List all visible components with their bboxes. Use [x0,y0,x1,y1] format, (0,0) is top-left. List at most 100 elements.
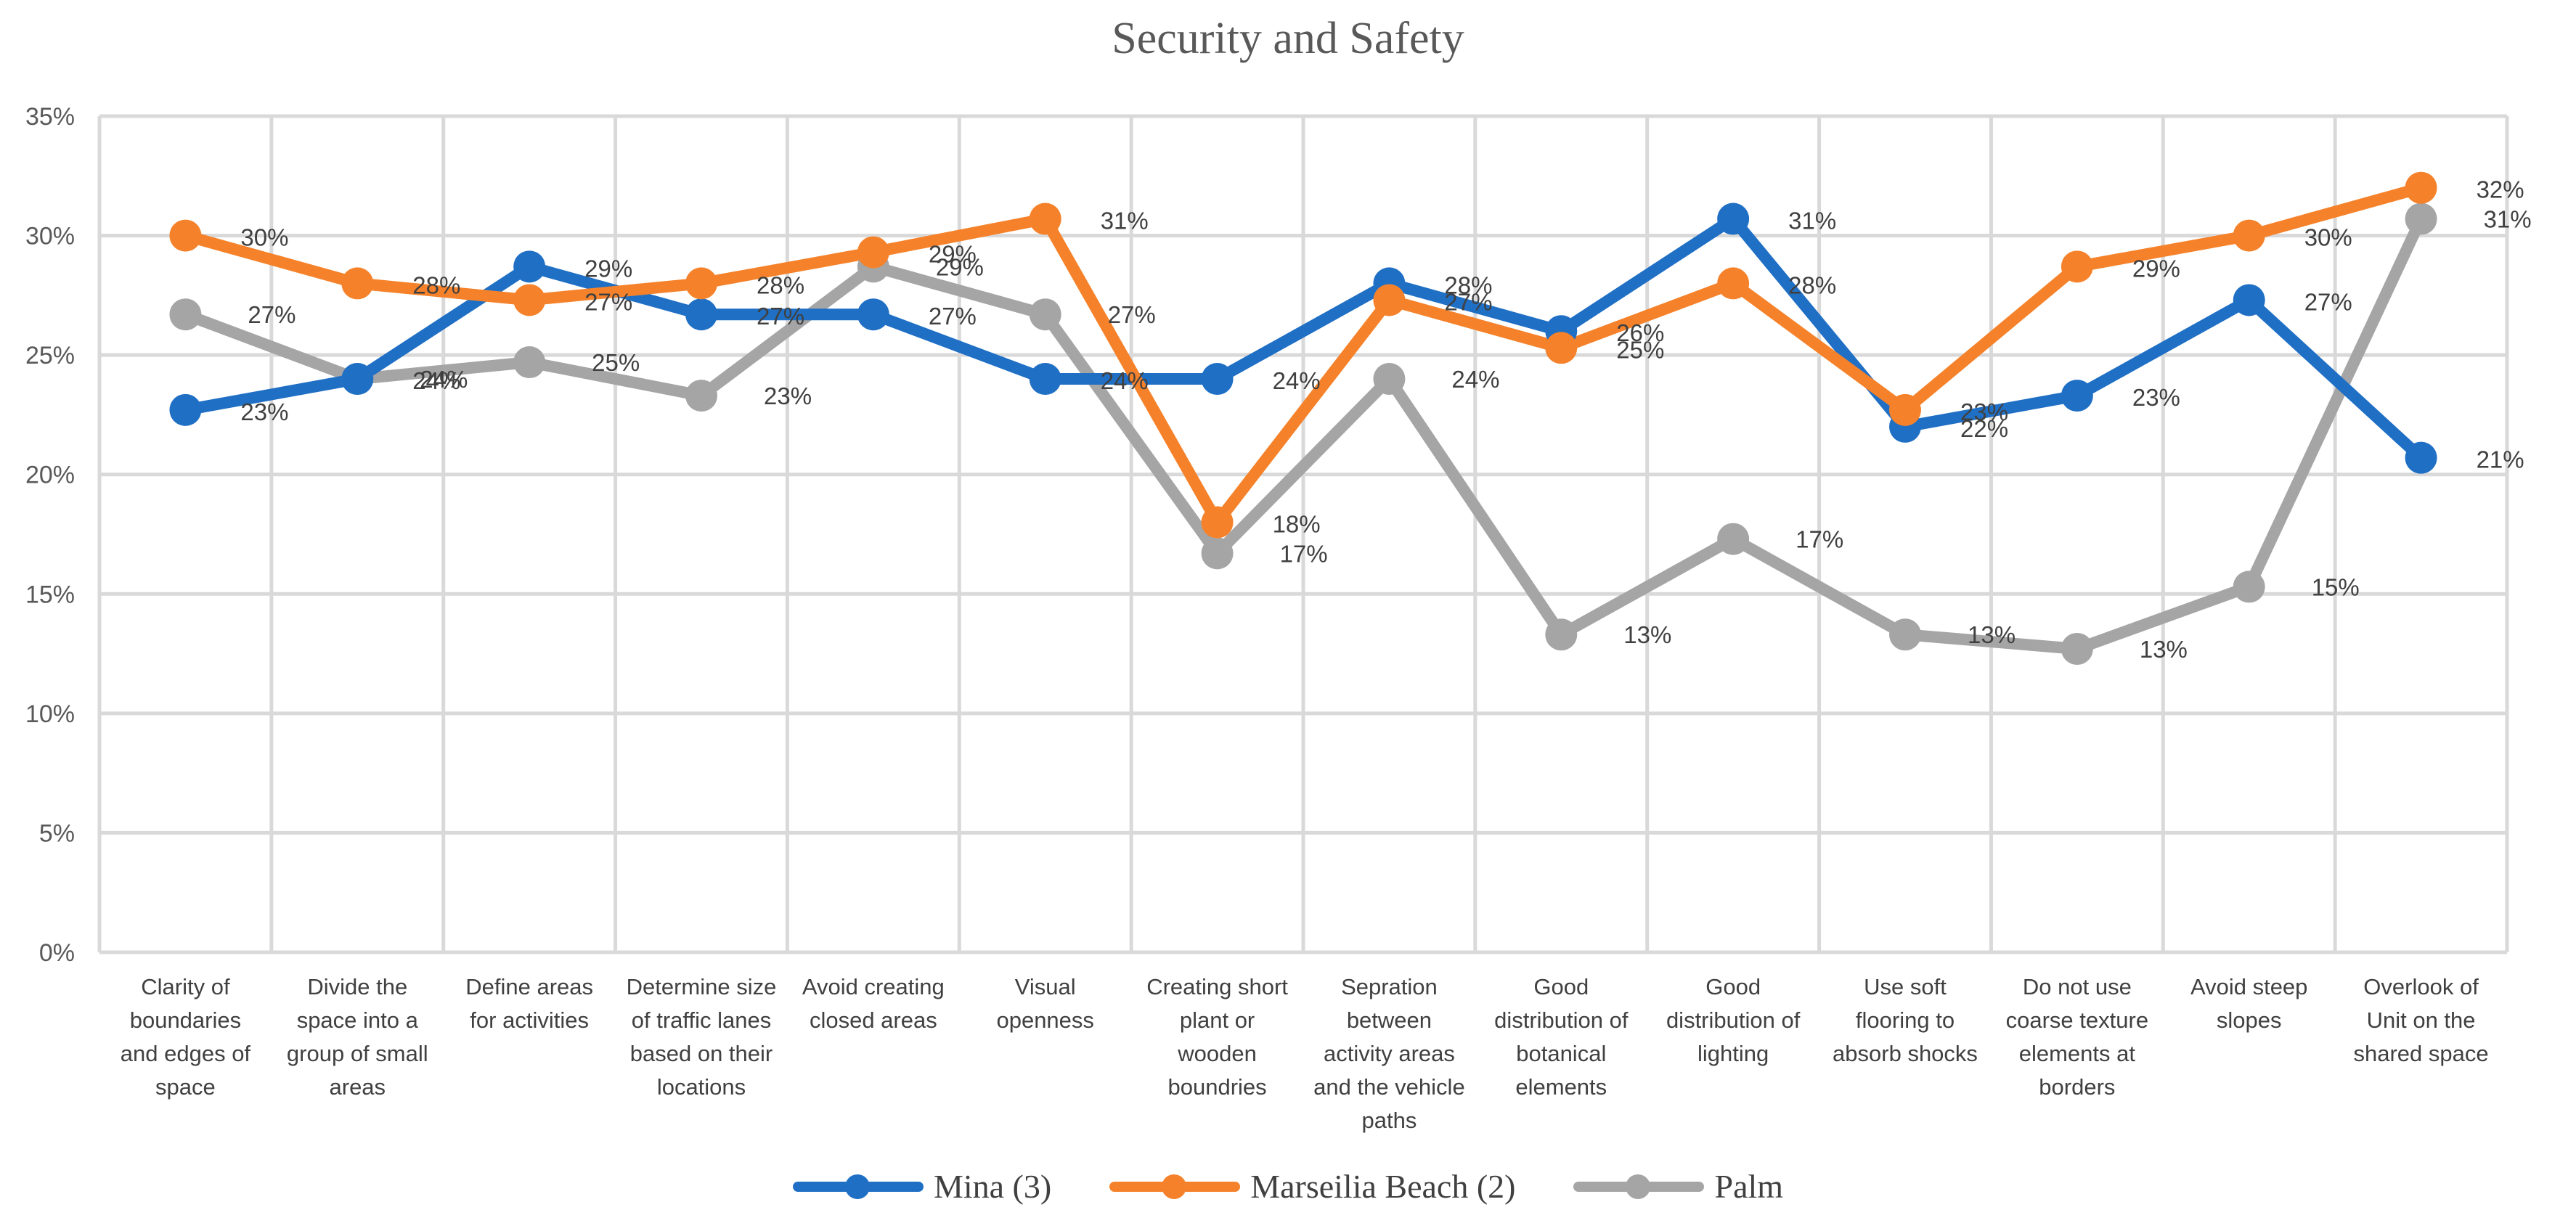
x-category-label-line: paths [1361,1108,1417,1133]
x-category-label: Use soft flooring to absorb shocks [1819,970,1991,1071]
x-category-label-line: slopes [2216,1007,2282,1033]
data-label: 27% [584,288,632,315]
x-category-label-line: absorb shocks [1833,1041,1978,1066]
data-point[interactable] [1545,618,1578,651]
data-point[interactable] [1889,393,1921,426]
data-label: 25% [592,349,640,376]
data-label: 24% [1451,366,1499,393]
data-label: 31% [1101,208,1149,234]
data-point[interactable] [1717,267,1750,300]
x-category-label-line: Clarity of [141,974,230,999]
data-label: 31% [2484,206,2532,233]
x-category-label-line: borders [2039,1074,2116,1100]
data-point[interactable] [2405,171,2437,204]
data-label: 29% [936,253,984,280]
x-category-label-line: of traffic lanes [631,1007,772,1033]
data-label: 23% [2132,384,2180,411]
x-category-label: Divide the space into a group of small area… [272,970,443,1104]
data-label: 29% [2132,255,2180,282]
x-category-label-line: lighting [1697,1041,1769,1066]
x-category-label-line: and edges of [120,1041,251,1066]
data-point[interactable] [2233,219,2265,252]
y-tick-label: 20% [25,462,75,489]
data-point[interactable] [169,298,202,331]
x-category-label: Clarity of boundaries and edges of space [99,970,271,1104]
data-point[interactable] [1373,284,1406,316]
data-point[interactable] [1717,203,1750,235]
data-point[interactable] [513,250,546,283]
legend-label: Marseilia Beach (2) [1250,1168,1516,1205]
data-point[interactable] [685,380,717,412]
data-label: 13% [1968,621,2015,648]
series-line-0 [179,213,2427,464]
x-category-label-line: Define areas [465,974,594,999]
x-category-label-line: shared space [2353,1041,2489,1066]
x-category-label-line: Good [1533,974,1589,999]
data-point[interactable] [685,298,717,331]
data-point[interactable] [341,267,374,300]
data-label: 24% [1273,367,1321,394]
data-point[interactable] [169,219,202,252]
x-category-label-line: group of small [286,1041,428,1066]
data-point[interactable] [1889,618,1921,651]
x-category-label-line: based on their [629,1041,773,1066]
data-point[interactable] [857,236,889,269]
x-category-label-line: boundaries [129,1007,242,1033]
series-line-2 [179,213,2427,655]
data-point[interactable] [2233,284,2265,316]
data-point[interactable] [169,393,202,426]
legend-item[interactable]: Marseilia Beach (2) [1109,1167,1515,1206]
data-point[interactable] [857,298,889,331]
data-label: 22% [1960,415,2008,442]
data-point[interactable] [341,363,374,396]
data-point[interactable] [513,284,546,316]
data-label: 27% [929,303,977,330]
data-point[interactable] [513,346,546,379]
x-category-label-line: plant or [1179,1007,1255,1033]
legend-item[interactable]: Mina (3) [792,1167,1052,1206]
y-tick-label: 35% [25,103,75,131]
data-point[interactable] [1373,363,1406,396]
data-label: 30% [240,224,288,251]
x-category-label-line: flooring to [1855,1007,1955,1033]
x-category-label-line: Avoid creating [802,974,945,999]
data-point[interactable] [2061,632,2093,665]
series-points [169,171,2437,665]
data-point[interactable] [1717,523,1750,555]
data-point[interactable] [2233,570,2265,603]
x-category-label: Determine size of traffic lanes based on t… [616,970,787,1104]
data-point[interactable] [2061,380,2093,412]
data-label: 24% [420,366,468,393]
x-category-label-line: Divide the [307,974,408,999]
data-point[interactable] [1029,203,1061,235]
y-tick-label: 25% [25,342,75,369]
data-point[interactable] [1029,298,1061,331]
legend[interactable]: Mina (3) Marseilia Beach (2) Palm [0,1167,2576,1206]
x-category-label-line: locations [656,1074,746,1100]
data-point[interactable] [1201,537,1234,570]
x-category-label: Define areas for activities [444,970,615,1037]
x-category-label: Good distribution of lighting [1647,970,1819,1071]
y-tick-label: 0% [39,939,75,967]
data-point[interactable] [1545,332,1578,364]
data-label: 13% [1623,621,1671,648]
x-category-label-line: and the vehicle [1313,1074,1465,1100]
data-label: 32% [2477,176,2524,203]
legend-item[interactable]: Palm [1573,1167,1783,1206]
data-point[interactable] [1201,506,1234,539]
legend-label: Palm [1714,1168,1784,1205]
data-label: 17% [1280,540,1328,567]
data-label: 24% [1101,367,1149,394]
data-point[interactable] [1029,363,1061,396]
data-point[interactable] [685,267,717,300]
x-category-label: Visual openness [960,970,1131,1037]
data-label: 26% [1616,319,1664,346]
data-point[interactable] [1201,363,1234,396]
data-label: 13% [2140,636,2188,663]
data-point[interactable] [2405,203,2437,235]
legend-label: Mina (3) [933,1168,1052,1205]
data-point[interactable] [2405,441,2437,474]
data-point[interactable] [2061,250,2093,283]
data-label: 29% [584,255,632,282]
